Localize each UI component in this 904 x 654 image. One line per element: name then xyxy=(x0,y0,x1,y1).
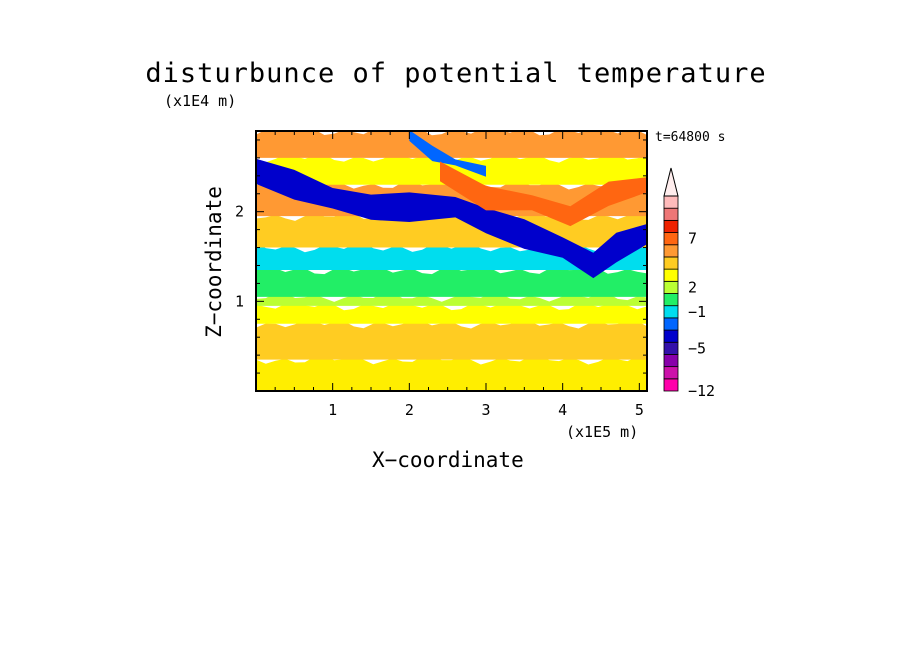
field-band xyxy=(256,300,647,324)
colorbar-label: −1 xyxy=(688,303,706,321)
colorbar-swatch xyxy=(663,305,679,319)
colorbar-swatch xyxy=(663,354,679,368)
plot-area xyxy=(256,131,647,391)
y-axis: 12 xyxy=(235,139,647,374)
field-band xyxy=(256,264,647,297)
x-tick-label: 2 xyxy=(405,401,414,419)
y-tick-label: 2 xyxy=(235,203,244,221)
field-feature xyxy=(440,161,647,227)
field-band xyxy=(256,319,647,360)
colorbar-swatch xyxy=(663,341,679,355)
colorbar-label: 7 xyxy=(688,230,697,248)
chart-title: disturbunce of potential temperature xyxy=(145,58,767,89)
colorbar-swatch xyxy=(663,219,679,233)
colorbar-label: −12 xyxy=(688,382,715,400)
colorbar-swatch xyxy=(663,244,679,258)
colorbar-swatch xyxy=(663,268,679,282)
y-axis-unit: (x1E4 m) xyxy=(164,92,237,110)
colorbar-swatch xyxy=(663,317,679,331)
time-label: t=64800 s xyxy=(655,130,726,145)
y-tick-label: 1 xyxy=(235,292,244,310)
colorbar-swatch xyxy=(663,329,679,343)
field-band xyxy=(256,131,647,158)
colorbar-swatch xyxy=(663,232,679,246)
colorbar-swatch xyxy=(663,293,679,307)
x-axis-unit: (x1E5 m) xyxy=(566,423,639,441)
plot-frame xyxy=(255,130,648,392)
colorbar: −12−5−127 xyxy=(663,167,715,400)
x-axis-label: X−coordinate xyxy=(372,448,524,472)
colorbar-swatch xyxy=(663,280,679,294)
colorbar-label: −5 xyxy=(688,339,706,357)
field-feature xyxy=(256,158,647,279)
field-band xyxy=(256,355,647,391)
x-axis: 1 2 3 4 5 xyxy=(274,131,644,419)
x-tick-label: 5 xyxy=(635,401,644,419)
colorbar-swatch xyxy=(663,366,679,380)
colorbar-swatch xyxy=(663,195,679,209)
colorbar-swatch xyxy=(663,378,679,392)
x-tick-label: 1 xyxy=(328,401,337,419)
colorbar-swatch xyxy=(663,207,679,221)
colorbar-label: 2 xyxy=(688,278,697,296)
x-tick-label: 3 xyxy=(481,401,490,419)
field-feature xyxy=(409,131,486,177)
colorbar-overflow-triangle xyxy=(663,167,679,197)
colorbar-swatch xyxy=(663,256,679,270)
x-tick-label: 4 xyxy=(558,401,567,419)
